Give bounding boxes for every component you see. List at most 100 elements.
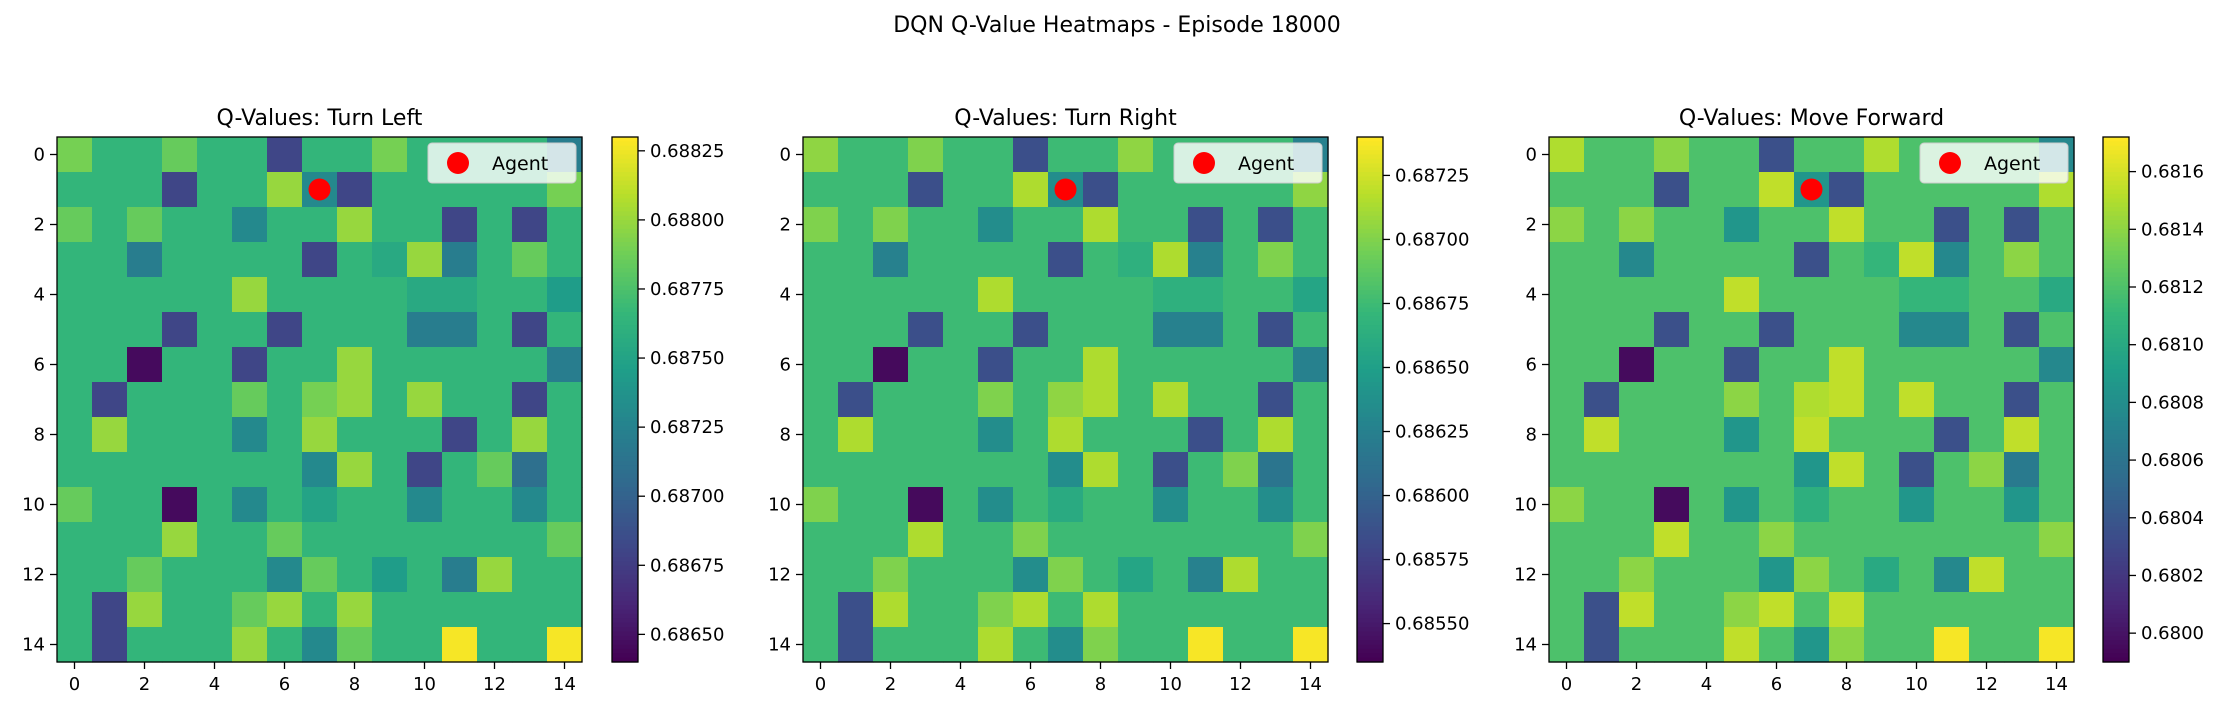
heatmap-cell [1724, 487, 1760, 523]
heatmap-cell [838, 557, 874, 593]
y-tick-label: 4 [1526, 285, 1537, 306]
heatmap-cell [197, 347, 233, 383]
heatmap-cell [1013, 137, 1049, 173]
heatmap-cell [1153, 522, 1189, 558]
colorbar-segment [2103, 333, 2129, 339]
heatmap-cell [943, 277, 979, 313]
heatmap-cell [908, 312, 944, 348]
heatmap-cell [943, 592, 979, 628]
heatmap-cell [127, 382, 163, 418]
heatmap-cell [232, 417, 268, 453]
colorbar-segment [1357, 478, 1383, 484]
colorbar-segment [612, 176, 638, 182]
y-tick-label: 12 [768, 565, 791, 586]
heatmap-cell [1549, 242, 1585, 278]
heatmap-cell [1013, 382, 1049, 418]
heatmap-cell [232, 382, 268, 418]
heatmap-cell [162, 417, 198, 453]
heatmap-cell [442, 452, 478, 488]
colorbar-segment [2103, 438, 2129, 444]
heatmap-cell [1549, 172, 1585, 208]
x-tick-label: 0 [1561, 674, 1572, 695]
heatmap-cell [873, 557, 909, 593]
heatmap-cell [1619, 382, 1655, 418]
heatmap-cell [1619, 172, 1655, 208]
heatmap-cell [127, 557, 163, 593]
colorbar-segment [612, 487, 638, 492]
y-tick-label: 0 [1526, 145, 1537, 166]
heatmap-cell [2004, 522, 2040, 558]
colorbar-segment [612, 478, 638, 484]
colorbar-segment [2103, 237, 2129, 243]
heatmap-cell [1934, 417, 1970, 453]
heatmap-cell [1689, 277, 1725, 313]
heatmap-cell [1549, 522, 1585, 558]
colorbar-segment [2103, 412, 2129, 418]
colorbar-segment [612, 535, 638, 541]
heatmap-cell [477, 382, 513, 418]
heatmap-cell [1899, 382, 1935, 418]
colorbar-segment [1357, 386, 1383, 392]
heatmap-cell [1759, 172, 1795, 208]
heatmap-cell [1223, 347, 1259, 383]
y-tick-label: 14 [1514, 635, 1537, 656]
heatmap-cell [1724, 277, 1760, 313]
heatmap-cell [1864, 382, 1900, 418]
colorbar-segment [1357, 215, 1383, 221]
heatmap-cell [267, 487, 303, 523]
colorbar-segment [612, 583, 638, 589]
colorbar-segment [1357, 272, 1383, 278]
heatmap-cell [2039, 592, 2075, 628]
heatmap-cell [92, 487, 128, 523]
heatmap-cell [1258, 242, 1294, 278]
colorbar-segment [2103, 259, 2129, 265]
heatmap-cell [1794, 627, 1830, 663]
colorbar-segment [2103, 277, 2129, 282]
colorbar-segment [1357, 347, 1383, 352]
colorbar-segment [612, 640, 638, 646]
heatmap-cell [1794, 557, 1830, 593]
heatmap-cell [1689, 382, 1725, 418]
heatmap-cell [1188, 522, 1224, 558]
heatmap-cell [197, 417, 233, 453]
panel-title: Q-Values: Turn Right [954, 106, 1177, 131]
colorbar-segment [2103, 154, 2129, 160]
heatmap-cell [1759, 522, 1795, 558]
heatmap-cell [1584, 382, 1620, 418]
heatmap-cell [1724, 172, 1760, 208]
heatmap-cell [477, 487, 513, 523]
colorbar-segment [612, 539, 638, 545]
heatmap-cell [512, 417, 548, 453]
heatmap-cell [1013, 277, 1049, 313]
y-tick-label: 2 [34, 215, 45, 236]
heatmap-cell [162, 347, 198, 383]
heatmap-cell [1013, 417, 1049, 453]
heatmap-cell [1654, 242, 1690, 278]
colorbar-segment [2103, 648, 2129, 654]
colorbar-segment [2103, 285, 2129, 291]
heatmap-cell [803, 592, 839, 628]
colorbar-tick-label: 0.68725 [1395, 165, 1469, 186]
heatmap-cell [512, 382, 548, 418]
colorbar-segment [1357, 163, 1383, 169]
y-tick-label: 12 [22, 565, 45, 586]
heatmap-cell [1258, 207, 1294, 243]
colorbar-segment [1357, 644, 1383, 650]
colorbar-segment [2103, 250, 2129, 256]
x-tick-label: 4 [1701, 674, 1712, 695]
heatmap-cell [1969, 452, 2005, 488]
heatmap-cell [57, 382, 93, 418]
heatmap-cell [302, 557, 338, 593]
heatmap-cell [162, 627, 198, 663]
heatmap-cell [337, 207, 373, 243]
heatmap-cell [477, 242, 513, 278]
heatmap-cell [1689, 452, 1725, 488]
heatmap-cell [2004, 557, 2040, 593]
heatmap-cell [873, 417, 909, 453]
heatmap-cell [302, 627, 338, 663]
heatmap-cell [92, 207, 128, 243]
heatmap-cell [407, 417, 443, 453]
colorbar-segment [612, 215, 638, 221]
colorbar-segment [1357, 316, 1383, 322]
heatmap-cell [1188, 592, 1224, 628]
